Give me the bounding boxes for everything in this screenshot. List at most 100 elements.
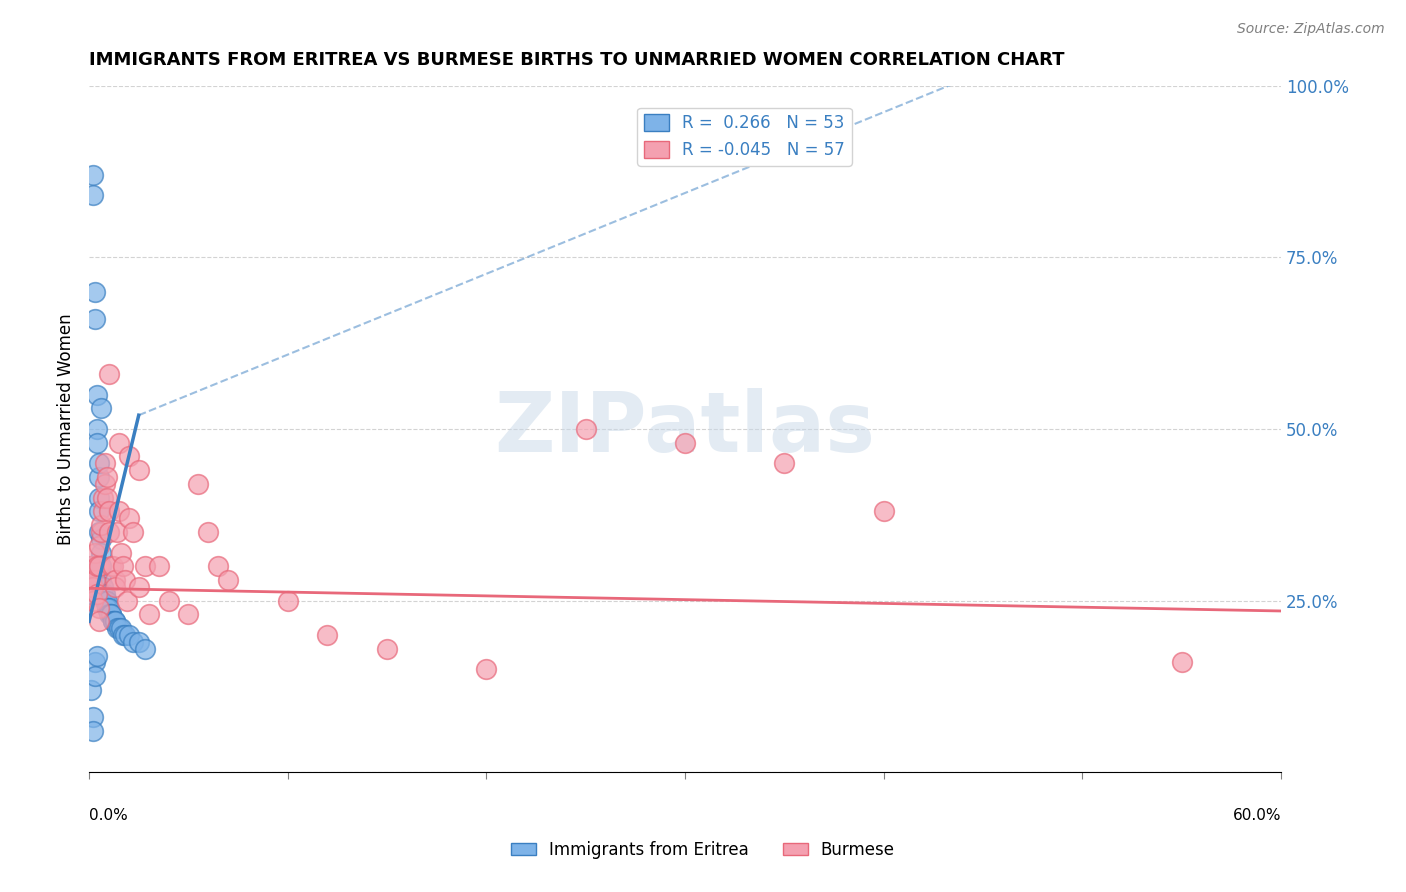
Point [100,559,122,574]
Point [101,615,124,629]
Point [84,312,107,326]
Point [96,470,118,484]
Point [84,573,107,587]
Point [128,463,150,477]
Point [80,683,103,698]
Point [277,593,299,607]
Point [96,491,118,505]
Point [97,504,120,518]
Point [84,285,107,299]
Point [118,628,141,642]
Point [148,559,170,574]
Point [87,559,110,574]
Point [80,559,103,574]
Point [575,422,598,436]
Point [217,573,239,587]
Point [475,662,498,676]
Point [87,470,110,484]
Point [872,504,894,518]
Point [673,435,696,450]
Point [86,422,108,436]
Point [80,580,103,594]
Legend: R =  0.266   N = 53, R = -0.045   N = 57: R = 0.266 N = 53, R = -0.045 N = 57 [637,108,852,166]
Point [82,168,104,182]
Text: 0.0%: 0.0% [89,808,128,823]
Text: 60.0%: 60.0% [1233,808,1281,823]
Point [111,628,134,642]
Point [104,615,127,629]
Point [108,504,131,518]
Point [90,524,112,539]
Point [108,621,131,635]
Point [121,635,143,649]
Point [87,524,110,539]
Point [207,559,229,574]
Point [90,401,112,416]
Point [108,435,131,450]
Point [80,559,103,574]
Point [84,656,107,670]
Point [80,587,103,601]
Point [104,580,127,594]
Point [100,607,122,622]
Point [87,539,110,553]
Point [105,621,128,635]
Point [90,546,112,560]
Point [104,615,127,629]
Point [82,580,104,594]
Point [94,587,117,601]
Point [316,628,339,642]
Point [82,724,104,739]
Point [105,524,128,539]
Point [86,648,108,663]
Point [101,559,124,574]
Legend: Immigrants from Eritrea, Burmese: Immigrants from Eritrea, Burmese [505,835,901,866]
Point [118,450,141,464]
Point [87,456,110,470]
Point [97,607,120,622]
Point [101,615,124,629]
Point [94,593,117,607]
Point [134,641,156,656]
Point [773,456,796,470]
Point [110,621,132,635]
Point [87,615,110,629]
Point [90,532,112,546]
Point [115,593,138,607]
Point [87,600,110,615]
Point [375,641,398,656]
Point [91,580,114,594]
Point [96,600,118,615]
Point [87,504,110,518]
Point [82,593,104,607]
Point [91,491,114,505]
Point [97,600,120,615]
Point [187,476,209,491]
Point [90,573,112,587]
Point [110,546,132,560]
Point [96,600,118,615]
Point [91,587,114,601]
Point [82,710,104,724]
Point [90,518,112,533]
Point [128,635,150,649]
Point [86,387,108,401]
Point [100,607,122,622]
Text: IMMIGRANTS FROM ERITREA VS BURMESE BIRTHS TO UNMARRIED WOMEN CORRELATION CHART: IMMIGRANTS FROM ERITREA VS BURMESE BIRTH… [89,51,1064,69]
Point [86,559,108,574]
Point [96,593,118,607]
Point [94,593,117,607]
Y-axis label: Births to Unmarried Women: Births to Unmarried Women [58,313,75,545]
Point [97,524,120,539]
Point [114,573,136,587]
Point [87,491,110,505]
Point [91,504,114,518]
Point [94,476,117,491]
Point [104,573,127,587]
Point [197,524,219,539]
Point [138,607,160,622]
Text: Source: ZipAtlas.com: Source: ZipAtlas.com [1237,22,1385,37]
Point [94,456,117,470]
Point [91,580,114,594]
Point [86,435,108,450]
